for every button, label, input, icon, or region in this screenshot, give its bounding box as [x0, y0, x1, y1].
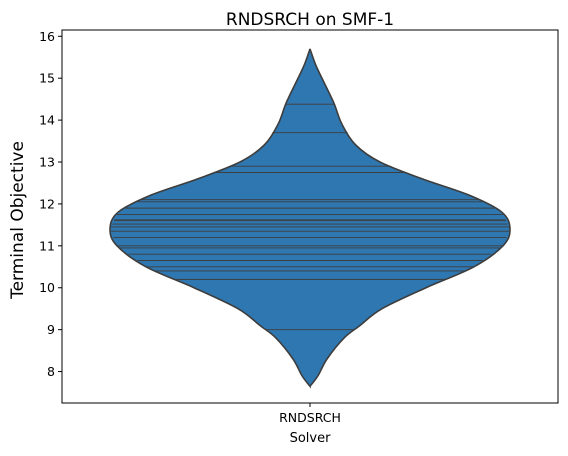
violin-outline [109, 48, 511, 389]
y-tick-label: 15 [39, 71, 55, 86]
y-tick-label: 14 [39, 113, 55, 128]
x-tick-label: RNDSRCH [279, 410, 341, 425]
axes-layer: 8 9 10 11 12 13 14 15 16 RNDSRCH [39, 29, 559, 425]
y-axis-label: Terminal Objective [8, 141, 28, 300]
y-tick-label: 11 [39, 238, 55, 253]
y-tick-label: 8 [47, 364, 55, 379]
y-tick-label: 10 [39, 280, 55, 295]
y-tick-label: 16 [39, 29, 55, 44]
chart-title: RNDSRCH on SMF-1 [226, 10, 394, 30]
plot-layer [109, 48, 511, 389]
x-axis-label: Solver [290, 431, 332, 446]
y-tick-label: 9 [47, 322, 55, 337]
y-tick-label: 12 [39, 196, 55, 211]
violin-body [109, 48, 511, 387]
y-tick-label: 13 [39, 155, 55, 170]
